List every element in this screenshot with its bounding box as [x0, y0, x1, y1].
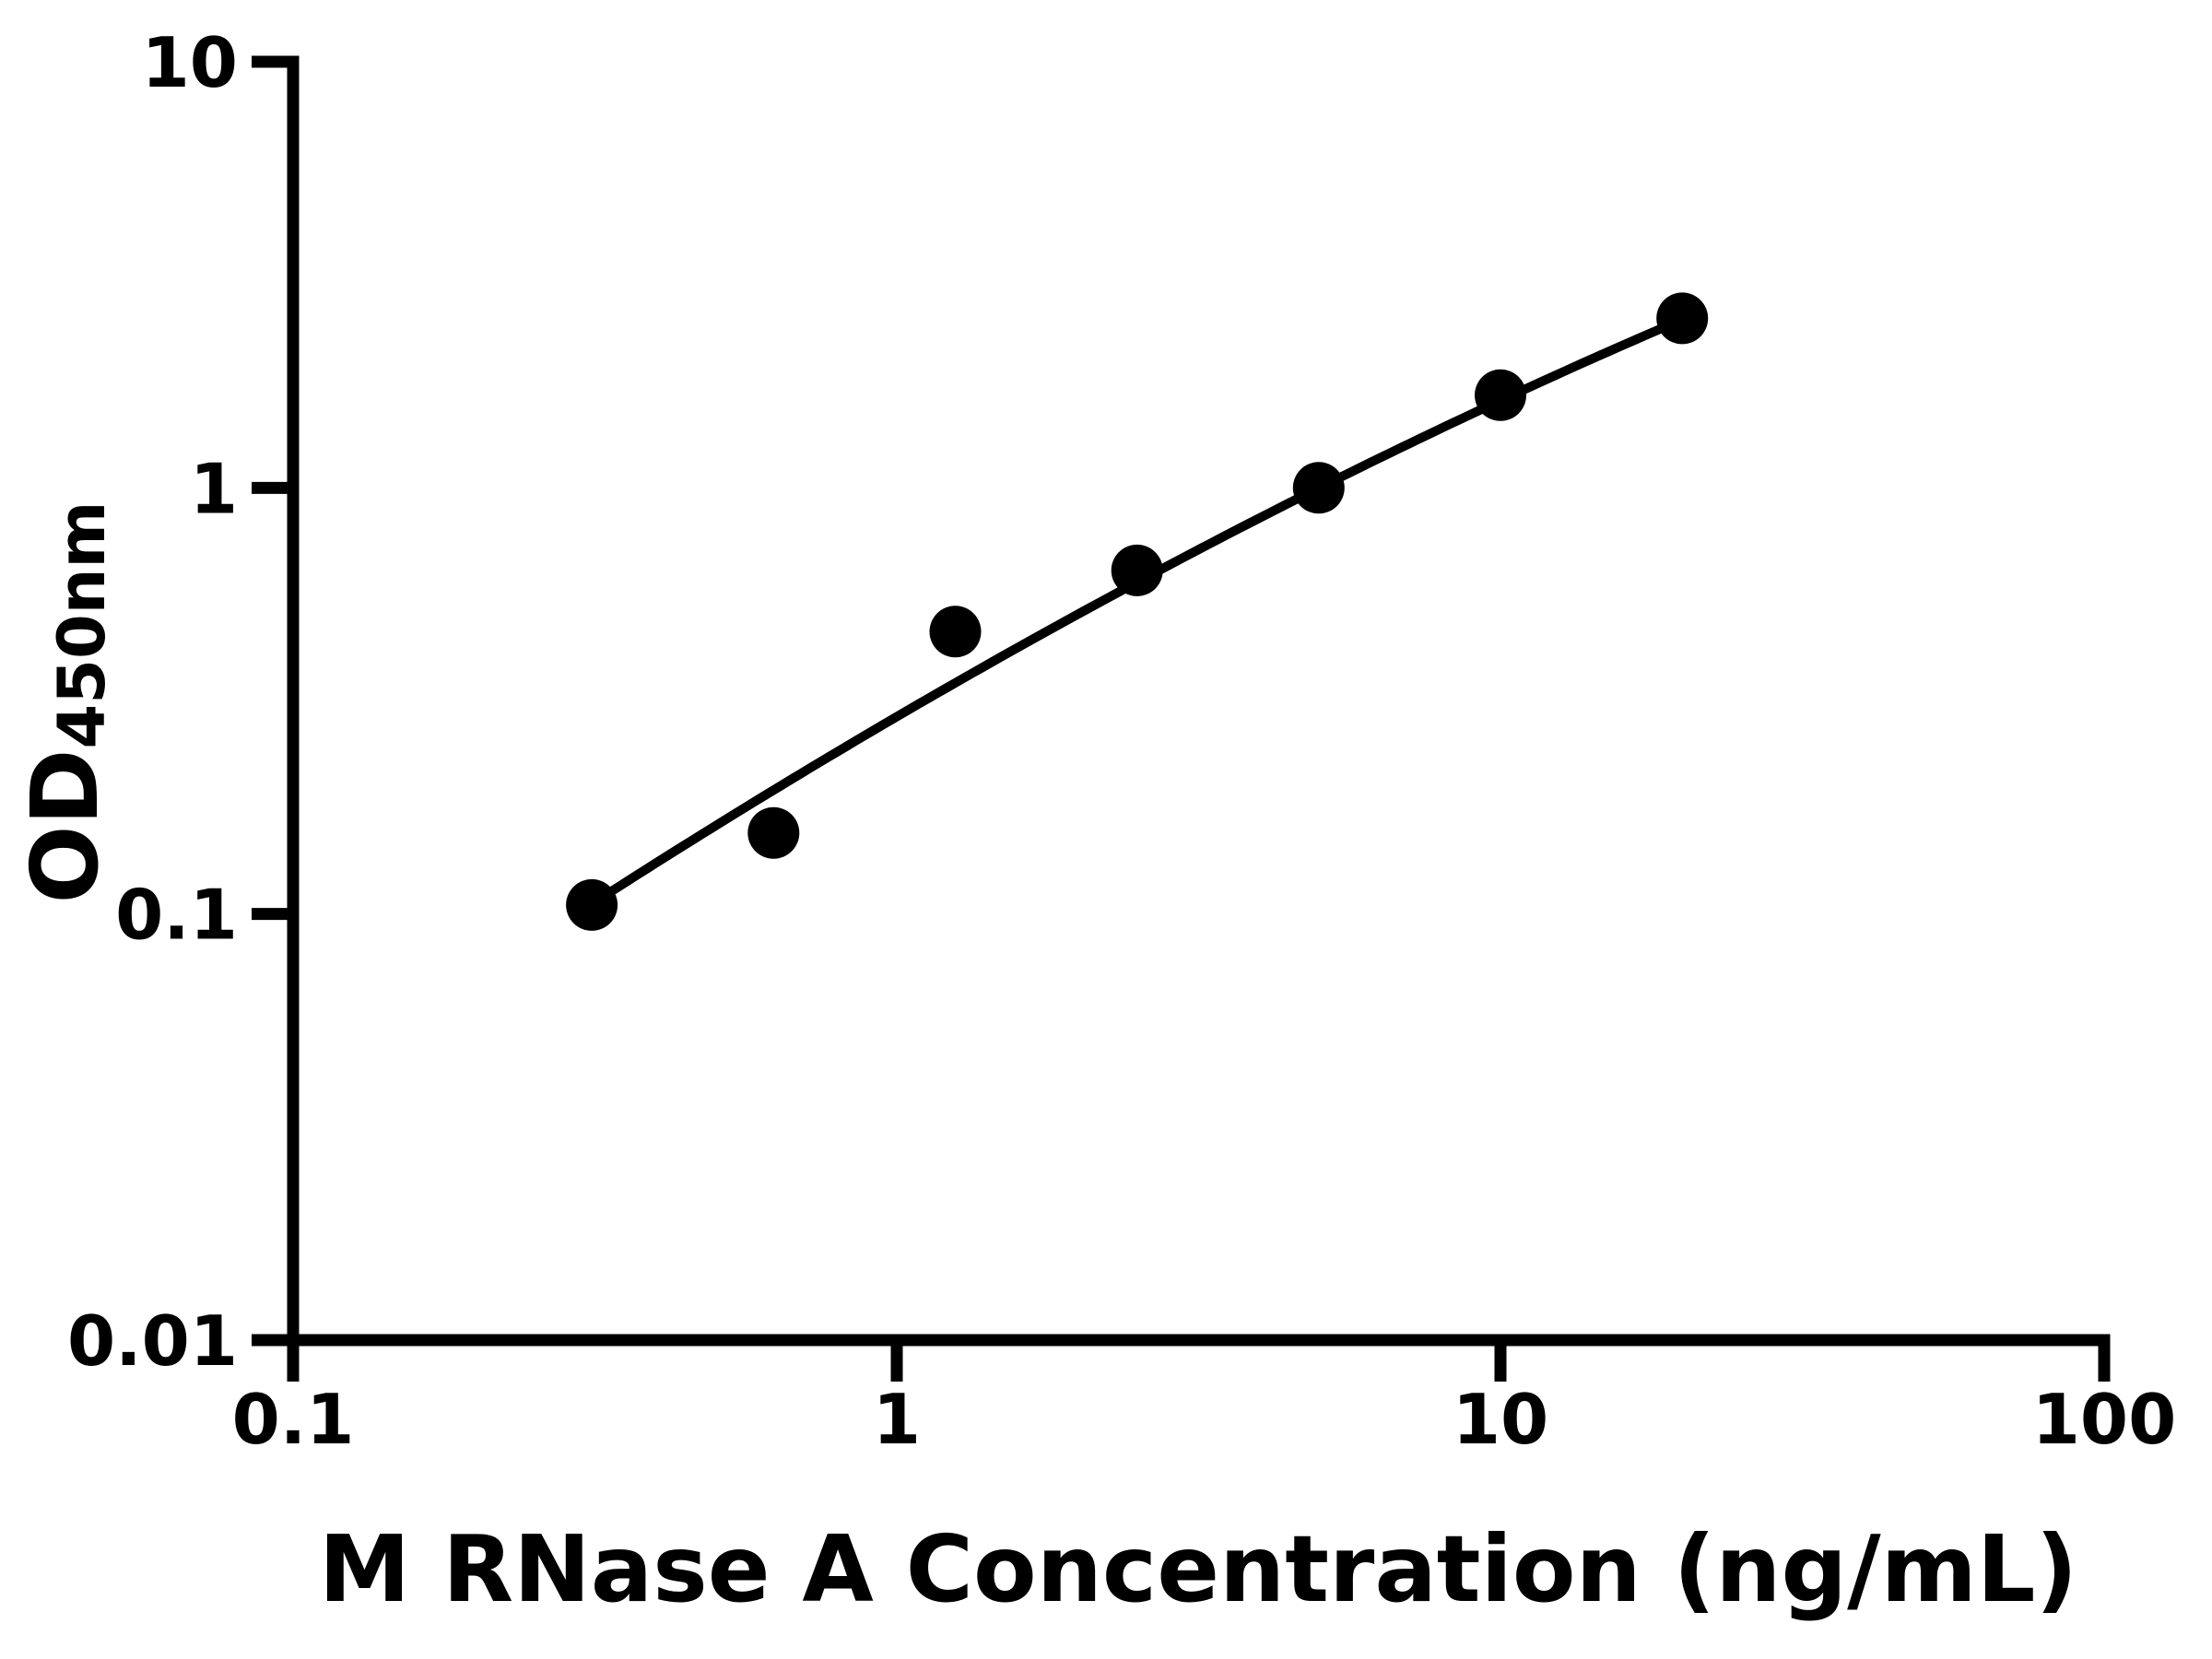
y-axis-title-sub: 450nm [44, 501, 120, 749]
data-point [929, 606, 982, 658]
x-tick-label: 0.1 [232, 1379, 355, 1460]
y-axis-title: OD450nm [11, 501, 120, 904]
data-points [566, 292, 1709, 931]
y-tick-label: 0.1 [115, 875, 238, 956]
y-axis-title-main: OD [11, 748, 119, 903]
data-point [1656, 292, 1709, 345]
data-point [1292, 462, 1345, 514]
x-tick-label: 10 [1453, 1379, 1548, 1460]
axes [252, 55, 2111, 1382]
data-point [1111, 544, 1163, 596]
data-point [566, 878, 618, 931]
x-axis-title: M RNase A Concentration (ng/mL) [319, 1515, 2077, 1623]
y-tick-label: 0.01 [67, 1300, 238, 1382]
x-tick-label: 100 [2032, 1379, 2177, 1460]
y-tick-label: 10 [142, 22, 238, 103]
y-axis-tick-labels: 0.01 0.1 1 10 [67, 22, 238, 1382]
data-point [747, 806, 800, 859]
x-axis-tick-labels: 0.1 1 10 100 [232, 1379, 2177, 1460]
data-point [1475, 369, 1526, 421]
x-tick-label: 1 [873, 1379, 921, 1460]
y-tick-label: 1 [190, 448, 238, 529]
